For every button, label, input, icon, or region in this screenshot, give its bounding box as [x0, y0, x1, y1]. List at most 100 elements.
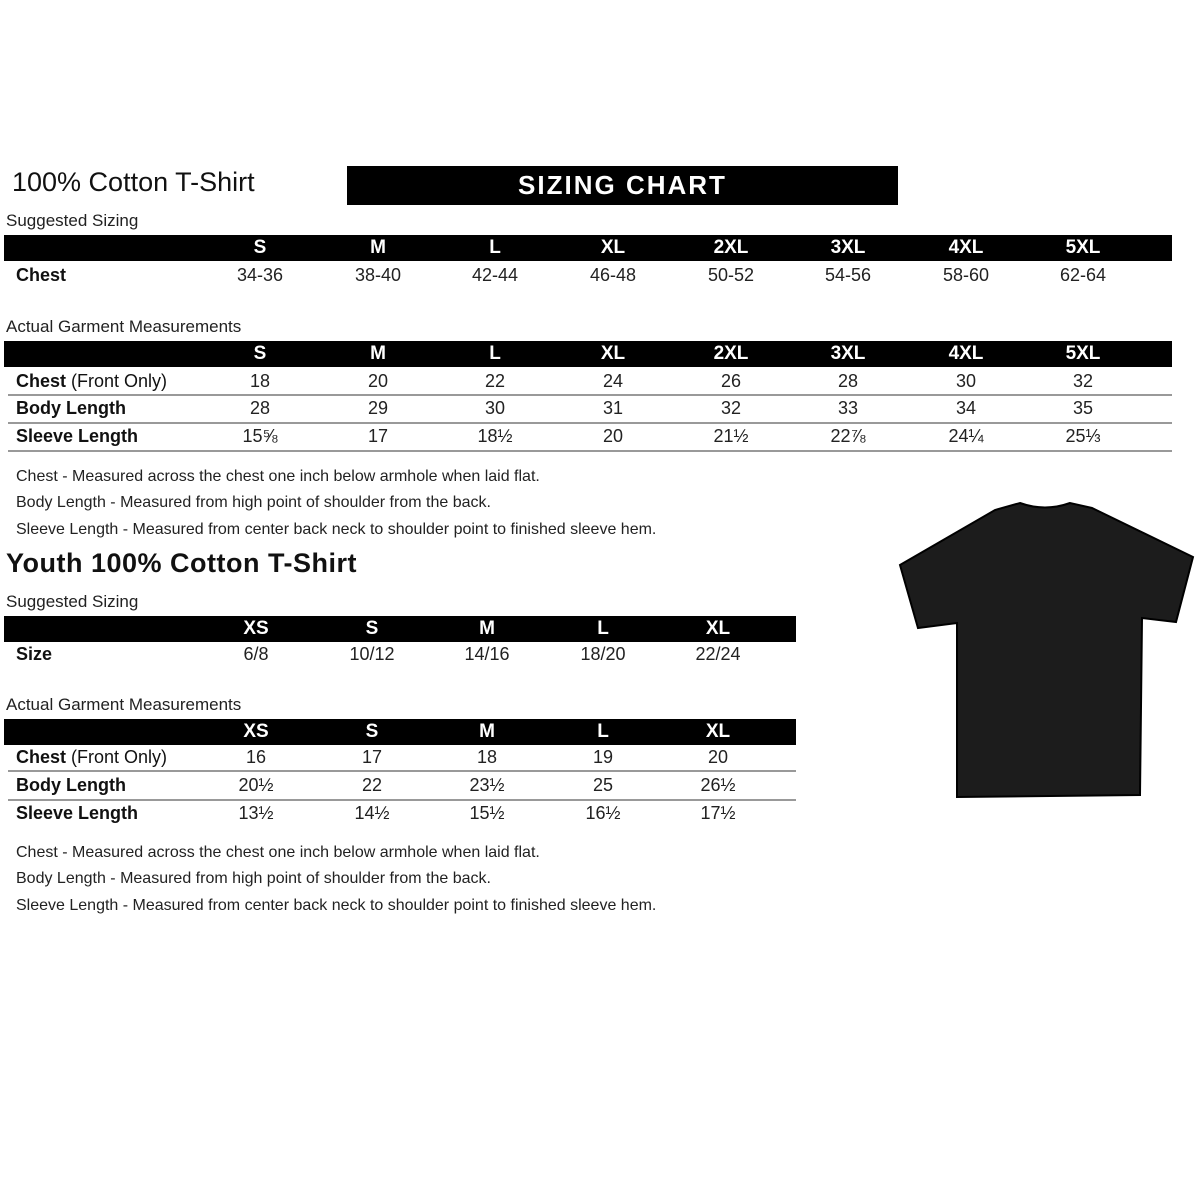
table-cell: 20: [602, 426, 624, 446]
table-cell: 19: [592, 747, 614, 767]
table-cell: 20½: [238, 775, 274, 795]
row-label: Sleeve Length: [16, 426, 138, 447]
youth-actual-label: Actual Garment Measurements: [6, 695, 242, 714]
table-cell: 22⅞: [830, 426, 866, 446]
table-cell: 23½: [469, 775, 505, 795]
table-cell: 22: [361, 775, 383, 795]
table-cell: 17: [367, 426, 389, 446]
table-cell: 54-56: [824, 265, 872, 285]
size-header-bar: [4, 616, 796, 642]
table-cell: 50-52: [707, 265, 755, 285]
table-cell: 6/8: [243, 644, 269, 664]
table-cell: 18½: [477, 426, 513, 446]
row-divider: [8, 799, 796, 801]
size-header-2: M: [479, 618, 495, 639]
size-header-bar: [4, 719, 796, 745]
size-header-bar: [4, 235, 1172, 261]
table-cell: 62-64: [1059, 265, 1107, 285]
adult-actual-label: Actual Garment Measurements: [6, 317, 242, 336]
size-header-6: 4XL: [948, 237, 984, 258]
row-label-suffix: (Front Only): [66, 371, 168, 391]
row-label-suffix: (Front Only): [66, 747, 168, 767]
size-header-5: 3XL: [830, 343, 866, 364]
size-header-2: L: [489, 237, 501, 258]
adult-suggested-label: Suggested Sizing: [6, 211, 139, 230]
table-cell: 35: [1072, 398, 1094, 418]
table-cell: 14/16: [464, 644, 510, 664]
table-cell: 17: [361, 747, 383, 767]
adult-note-chest: Chest - Measured across the chest one in…: [16, 468, 540, 485]
table-cell: 24¼: [948, 426, 984, 446]
table-cell: 16: [245, 747, 267, 767]
size-header-3: XL: [600, 237, 626, 258]
row-label: Sleeve Length: [16, 803, 138, 824]
table-cell: 32: [720, 398, 742, 418]
row-label: Chest (Front Only): [16, 371, 167, 392]
size-header-0: XS: [243, 618, 269, 639]
size-header-3: L: [597, 618, 609, 639]
table-cell: 10/12: [349, 644, 395, 664]
youth-note-body: Body Length - Measured from high point o…: [16, 870, 491, 887]
table-cell: 28: [837, 371, 859, 391]
row-divider: [8, 422, 1172, 424]
row-divider: [8, 394, 1172, 396]
table-cell: 15½: [469, 803, 505, 823]
table-cell: 30: [484, 398, 506, 418]
row-label: Size: [16, 644, 52, 665]
row-label-text: Chest: [16, 265, 67, 285]
table-cell: 25⅓: [1065, 426, 1101, 446]
row-label-text: Sleeve Length: [16, 803, 139, 823]
row-label-text: Sleeve Length: [16, 426, 139, 446]
table-cell: 24: [602, 371, 624, 391]
table-cell: 28: [249, 398, 271, 418]
table-cell: 34: [955, 398, 977, 418]
youth-suggested-label: Suggested Sizing: [6, 592, 139, 611]
adult-note-body: Body Length - Measured from high point o…: [16, 494, 491, 511]
table-cell: 21½: [713, 426, 749, 446]
size-header-6: 4XL: [948, 343, 984, 364]
table-cell: 38-40: [354, 265, 402, 285]
size-header-1: S: [365, 618, 379, 639]
size-header-4: 2XL: [713, 343, 749, 364]
table-cell: 20: [707, 747, 729, 767]
size-header-4: 2XL: [713, 237, 749, 258]
table-cell: 33: [837, 398, 859, 418]
size-header-0: S: [253, 237, 267, 258]
table-cell: 29: [367, 398, 389, 418]
youth-note-sleeve: Sleeve Length - Measured from center bac…: [16, 897, 657, 914]
t-shirt-shape: [898, 501, 1195, 799]
table-cell: 18: [476, 747, 498, 767]
size-header-2: L: [489, 343, 501, 364]
table-cell: 15⅝: [242, 426, 278, 446]
row-label: Chest: [16, 265, 66, 286]
youth-title: Youth 100% Cotton T-Shirt: [6, 548, 357, 578]
size-header-1: M: [370, 343, 386, 364]
youth-note-chest: Chest - Measured across the chest one in…: [16, 844, 540, 861]
table-cell: 58-60: [942, 265, 990, 285]
size-header-7: 5XL: [1065, 343, 1101, 364]
table-cell: 26: [720, 371, 742, 391]
table-cell: 18: [249, 371, 271, 391]
row-label-text: Chest: [16, 747, 67, 767]
sizing-chart-banner: SIZING CHART: [347, 166, 898, 205]
row-label: Chest (Front Only): [16, 747, 167, 768]
table-cell: 22/24: [695, 644, 741, 664]
table-cell: 42-44: [471, 265, 519, 285]
table-cell: 34-36: [236, 265, 284, 285]
table-cell: 16½: [585, 803, 621, 823]
row-label-text: Chest: [16, 371, 67, 391]
size-header-4: XL: [705, 721, 731, 742]
table-cell: 20: [367, 371, 389, 391]
size-header-3: XL: [600, 343, 626, 364]
size-header-4: XL: [705, 618, 731, 639]
size-header-2: M: [479, 721, 495, 742]
row-label-text: Body Length: [16, 398, 126, 418]
table-cell: 46-48: [589, 265, 637, 285]
size-header-bar: [4, 341, 1172, 367]
table-cell: 31: [602, 398, 624, 418]
size-header-1: M: [370, 237, 386, 258]
table-cell: 30: [955, 371, 977, 391]
row-label: Body Length: [16, 775, 126, 796]
row-label-text: Body Length: [16, 775, 126, 795]
